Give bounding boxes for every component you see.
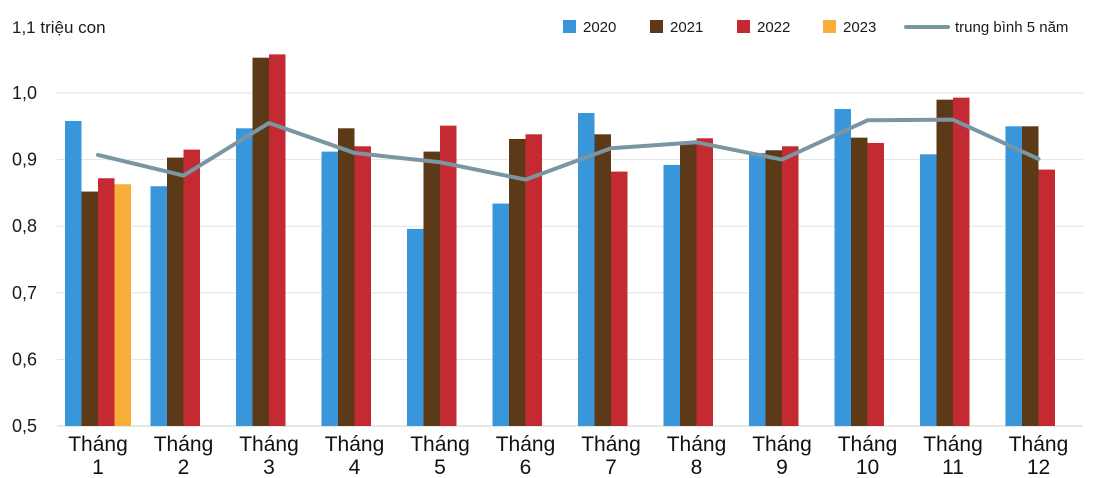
gridlines	[57, 92, 1083, 427]
x-tick-label: 4	[349, 456, 361, 478]
bar-2020-4	[321, 151, 338, 426]
y-tick-label: 0,8	[12, 216, 37, 236]
x-axis-labels: Tháng1Tháng2Tháng3Tháng4Tháng5Tháng6Thán…	[68, 433, 1068, 478]
bar-2021-3	[252, 57, 269, 427]
bar-2020-1	[65, 120, 82, 427]
bar-2021-1	[81, 191, 98, 426]
bar-2023-1	[114, 184, 131, 426]
bar-2021-8	[680, 143, 697, 426]
bar-2020-11	[920, 154, 937, 426]
bar-2022-6	[525, 134, 542, 427]
legend-label: 2023	[843, 19, 876, 36]
bar-2022-5	[440, 125, 457, 426]
bar-2020-5	[407, 228, 424, 426]
legend-swatch-2022	[737, 20, 750, 33]
legend: 2020 2021 2022 2023 trung bình 5 năm	[563, 19, 1068, 36]
bar-2020-8	[663, 164, 680, 427]
x-tick-label: 8	[691, 456, 703, 478]
bar-2022-11	[953, 97, 970, 427]
x-tick-label: Tháng	[154, 433, 214, 456]
y-tick-label: 0,9	[12, 150, 37, 170]
x-tick-label: Tháng	[325, 433, 385, 456]
bar-2022-3	[269, 54, 286, 426]
x-tick-label: Tháng	[667, 433, 727, 456]
bar-2022-10	[867, 142, 884, 426]
bar-2021-5	[423, 151, 440, 426]
bar-2021-11	[936, 99, 953, 426]
bar-2020-6	[492, 203, 509, 426]
bar-2022-12	[1038, 169, 1055, 426]
y-tick-label: 1,0	[12, 83, 37, 103]
x-tick-label: Tháng	[838, 433, 898, 456]
bar-2021-2	[167, 157, 184, 427]
bar-2022-7	[611, 171, 628, 426]
y-tick-label: 0,6	[12, 349, 37, 369]
y-tick-label: 0,5	[12, 416, 37, 436]
average-series-line	[96, 117, 1041, 182]
bar-2022-4	[354, 146, 371, 426]
x-tick-label: 12	[1027, 456, 1050, 478]
bar-2021-7	[594, 134, 611, 427]
x-tick-label: Tháng	[68, 433, 128, 456]
legend-label: trung bình 5 năm	[955, 19, 1068, 36]
bar-2022-8	[696, 138, 713, 426]
bar-2021-12	[1022, 126, 1039, 427]
x-tick-label: 3	[263, 456, 275, 478]
bar-2020-3	[236, 128, 253, 426]
legend-swatch-2021	[650, 20, 663, 33]
y-axis-ticks: 1,0 0,9 0,8 0,7 0,6 0,5	[12, 83, 37, 436]
x-tick-label: Tháng	[923, 433, 983, 456]
legend-label: 2021	[670, 19, 703, 36]
x-tick-label: 11	[942, 456, 964, 478]
bar-2021-6	[509, 138, 526, 427]
x-tick-label: 2	[178, 456, 190, 478]
bar-2020-2	[150, 186, 167, 426]
legend-label: 2022	[757, 19, 790, 36]
legend-swatch-2023	[823, 20, 836, 33]
bar-2020-12	[1005, 126, 1022, 427]
x-tick-label: Tháng	[496, 433, 556, 456]
bar-2020-9	[749, 152, 766, 426]
x-tick-label: Tháng	[239, 433, 299, 456]
x-tick-label: 6	[520, 456, 532, 478]
bar-2021-9	[765, 150, 782, 426]
legend-swatch-2020	[563, 20, 576, 33]
x-tick-label: Tháng	[581, 433, 641, 456]
x-tick-label: Tháng	[410, 433, 470, 456]
bar-2020-7	[578, 112, 595, 426]
x-tick-label: 7	[605, 456, 617, 478]
x-tick-label: 1	[92, 456, 104, 478]
bar-2021-10	[851, 137, 868, 426]
legend-label: 2020	[583, 19, 616, 36]
x-tick-label: Tháng	[1009, 433, 1069, 456]
bar-2020-10	[834, 108, 851, 426]
x-tick-label: Tháng	[752, 433, 812, 456]
bar-2021-4	[338, 128, 355, 426]
bar-2022-9	[782, 146, 799, 426]
y-tick-label: 0,7	[12, 283, 37, 303]
bars	[65, 54, 1055, 427]
average-line	[96, 117, 1041, 182]
x-tick-label: 9	[776, 456, 788, 478]
bar-2022-2	[183, 149, 200, 427]
y-axis-unit-label: 1,1 triệu con	[12, 18, 106, 37]
bar-2022-1	[98, 178, 115, 426]
x-tick-label: 5	[434, 456, 446, 478]
x-tick-label: 10	[856, 456, 879, 478]
